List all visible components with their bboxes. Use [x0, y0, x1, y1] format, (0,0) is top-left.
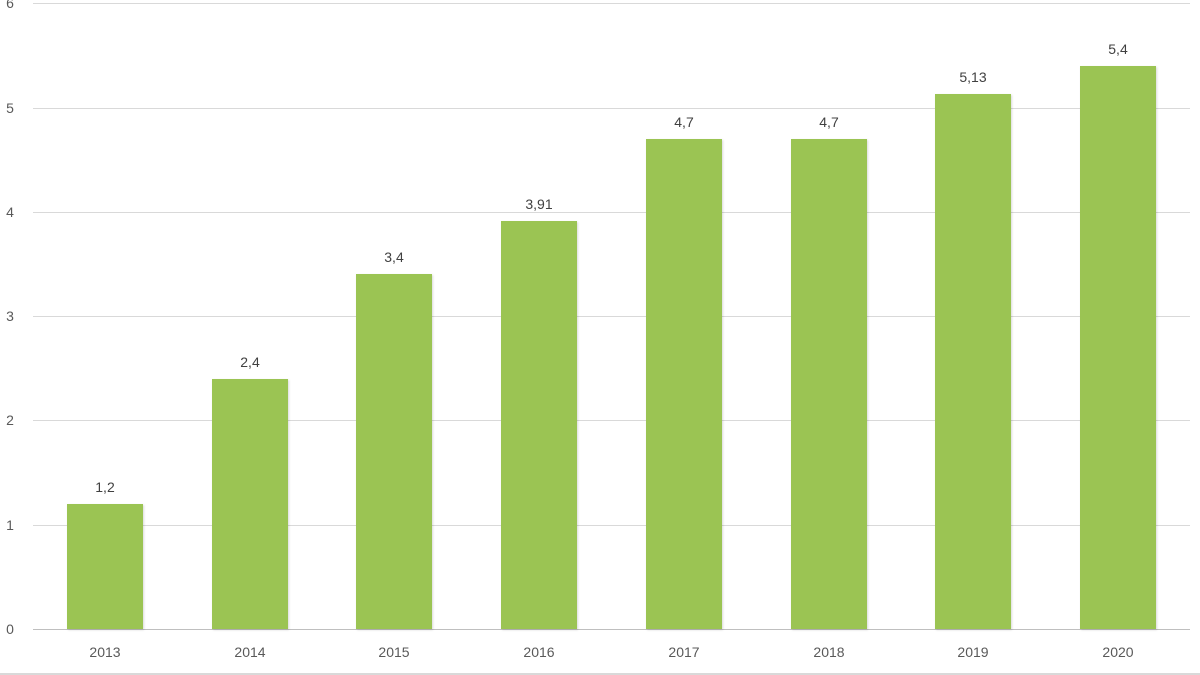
bar-2020 — [1080, 66, 1156, 629]
x-tick-label: 2014 — [234, 644, 266, 660]
x-tick-label: 2020 — [1102, 644, 1134, 660]
bar-value-label: 5,13 — [959, 69, 987, 85]
bar-value-label: 3,91 — [525, 196, 553, 212]
y-tick-label: 2 — [6, 412, 14, 428]
x-tick-label: 2016 — [523, 644, 555, 660]
y-tick-label: 0 — [6, 621, 14, 637]
y-tick-label: 6 — [6, 0, 14, 11]
gridline — [33, 420, 1190, 421]
bar-value-label: 4,7 — [819, 114, 839, 130]
y-tick-label: 3 — [6, 308, 14, 324]
x-tick-label: 2017 — [668, 644, 700, 660]
gridline — [33, 108, 1190, 109]
x-tick-label: 2013 — [89, 644, 121, 660]
bar-value-label: 1,2 — [95, 479, 115, 495]
y-tick-label: 4 — [6, 204, 14, 220]
x-tick-label: 2019 — [957, 644, 989, 660]
bar-2019 — [935, 94, 1011, 629]
bottom-border — [0, 673, 1200, 675]
bar-value-label: 3,4 — [384, 249, 404, 265]
gridline — [33, 629, 1190, 630]
bar-value-label: 4,7 — [674, 114, 694, 130]
x-tick-label: 2015 — [378, 644, 410, 660]
y-tick-label: 5 — [6, 100, 14, 116]
gridline — [33, 316, 1190, 317]
gridline — [33, 3, 1190, 4]
x-tick-label: 2018 — [813, 644, 845, 660]
y-tick-label: 1 — [6, 517, 14, 533]
bar-2017 — [646, 139, 722, 629]
gridline — [33, 525, 1190, 526]
bar-2014 — [212, 379, 288, 629]
bar-2013 — [67, 504, 143, 629]
bar-2015 — [356, 274, 432, 629]
bar-value-label: 5,4 — [1108, 41, 1128, 57]
gridline — [33, 212, 1190, 213]
bar-2018 — [791, 139, 867, 629]
bar-value-label: 2,4 — [240, 354, 260, 370]
bar-2016 — [501, 221, 577, 629]
